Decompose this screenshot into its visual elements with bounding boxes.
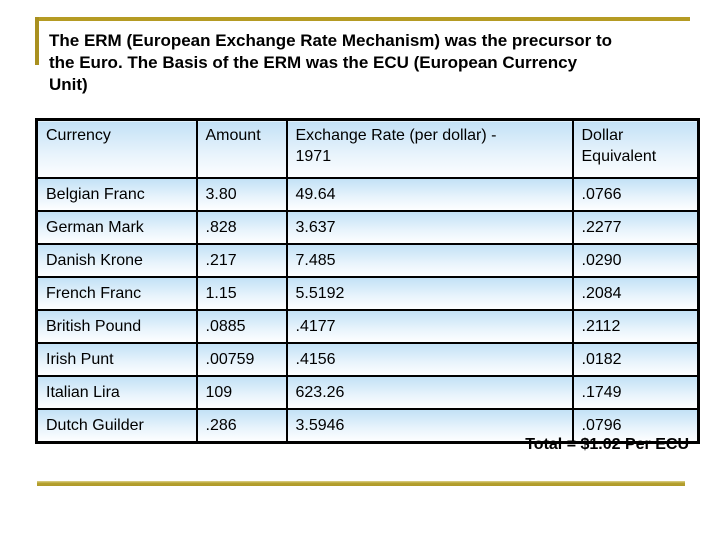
table-cell: 109 [195,375,288,410]
table-cell: .0796 [571,408,700,444]
column-header-label: Exchange Rate (per dollar) - [295,127,497,144]
table-cell: .217 [195,243,288,278]
table-cell: .2084 [571,276,700,311]
table-cell: .4177 [285,309,574,344]
title-line: Unit) [49,75,88,94]
table-row: Irish Punt .00759.4156.0182 [35,342,700,377]
table-cell: German Mark [35,210,198,245]
table-row: German Mark .828 3.637.2277 [35,210,700,245]
column-header-label: Currency [46,127,111,144]
currency-table: Currency Amount Exchange Rate (per dolla… [35,118,700,444]
column-header-label: Dollar [581,127,624,144]
table-cell: .2112 [571,309,700,344]
accent-rule-bottom [37,481,685,486]
table-body: Belgian Franc 3.80 49.64.0766 German Mark .8… [35,177,700,444]
column-header-label: 1971 [295,148,332,165]
table-cell: .286 [195,408,288,444]
column-header-label: Equivalent [581,148,657,165]
table-row: Italian Lira 109 623.26.1749 [35,375,700,410]
table-row: British Pound .0885.4177.2112 [35,309,700,344]
table-row: Danish Krone .217 7.485.0290 [35,243,700,278]
total-label: Total = $1.02 Per ECU [525,436,689,453]
table-cell: .0290 [571,243,700,278]
table-cell: 5.5192 [285,276,574,311]
table-cell: 3.5946 [285,408,574,444]
table-cell: 623.26 [285,375,574,410]
table-cell: British Pound [35,309,198,344]
table-cell: 1.15 [195,276,288,311]
table-cell: .00759 [195,342,288,377]
table-cell: .2277 [571,210,700,245]
table-row: Dutch Guilder .286 3.5946.0796 [35,408,700,444]
table-cell: Italian Lira [35,375,198,410]
table-cell: .1749 [571,375,700,410]
table-cell: Irish Punt [35,342,198,377]
accent-rule-top [35,17,690,21]
table-row: French Franc 1.15 5.5192.2084 [35,276,700,311]
table-cell: .828 [195,210,288,245]
table-cell: Belgian Franc [35,177,198,212]
slide-title: The ERM (European Exchange Rate Mechanis… [49,30,689,96]
table-cell: 3.80 [195,177,288,212]
column-header-currency: Currency [35,118,198,179]
table-cell: Danish Krone [35,243,198,278]
table-row: Belgian Franc 3.80 49.64.0766 [35,177,700,212]
title-line: the Euro. The Basis of the ERM was the E… [49,53,578,72]
table-cell: 7.485 [285,243,574,278]
table-cell: 49.64 [285,177,574,212]
currency-table-container: Currency Amount Exchange Rate (per dolla… [35,118,700,444]
table-cell: Dutch Guilder [35,408,198,444]
column-header-label: Amount [205,127,261,144]
title-line: The ERM (European Exchange Rate Mechanis… [49,31,613,50]
table-cell: French Franc [35,276,198,311]
table-cell: 3.637 [285,210,574,245]
table-cell: .0766 [571,177,700,212]
table-cell: .0885 [195,309,288,344]
table-cell: .4156 [285,342,574,377]
column-header-amount: Amount [195,118,288,179]
table-cell: .0182 [571,342,700,377]
column-header-exchange-rate: Exchange Rate (per dollar) - 1971 [285,118,574,179]
table-header-row: Currency Amount Exchange Rate (per dolla… [35,118,700,179]
column-header-dollar-equivalent: Dollar Equivalent [571,118,700,179]
accent-rule-left [35,17,39,65]
